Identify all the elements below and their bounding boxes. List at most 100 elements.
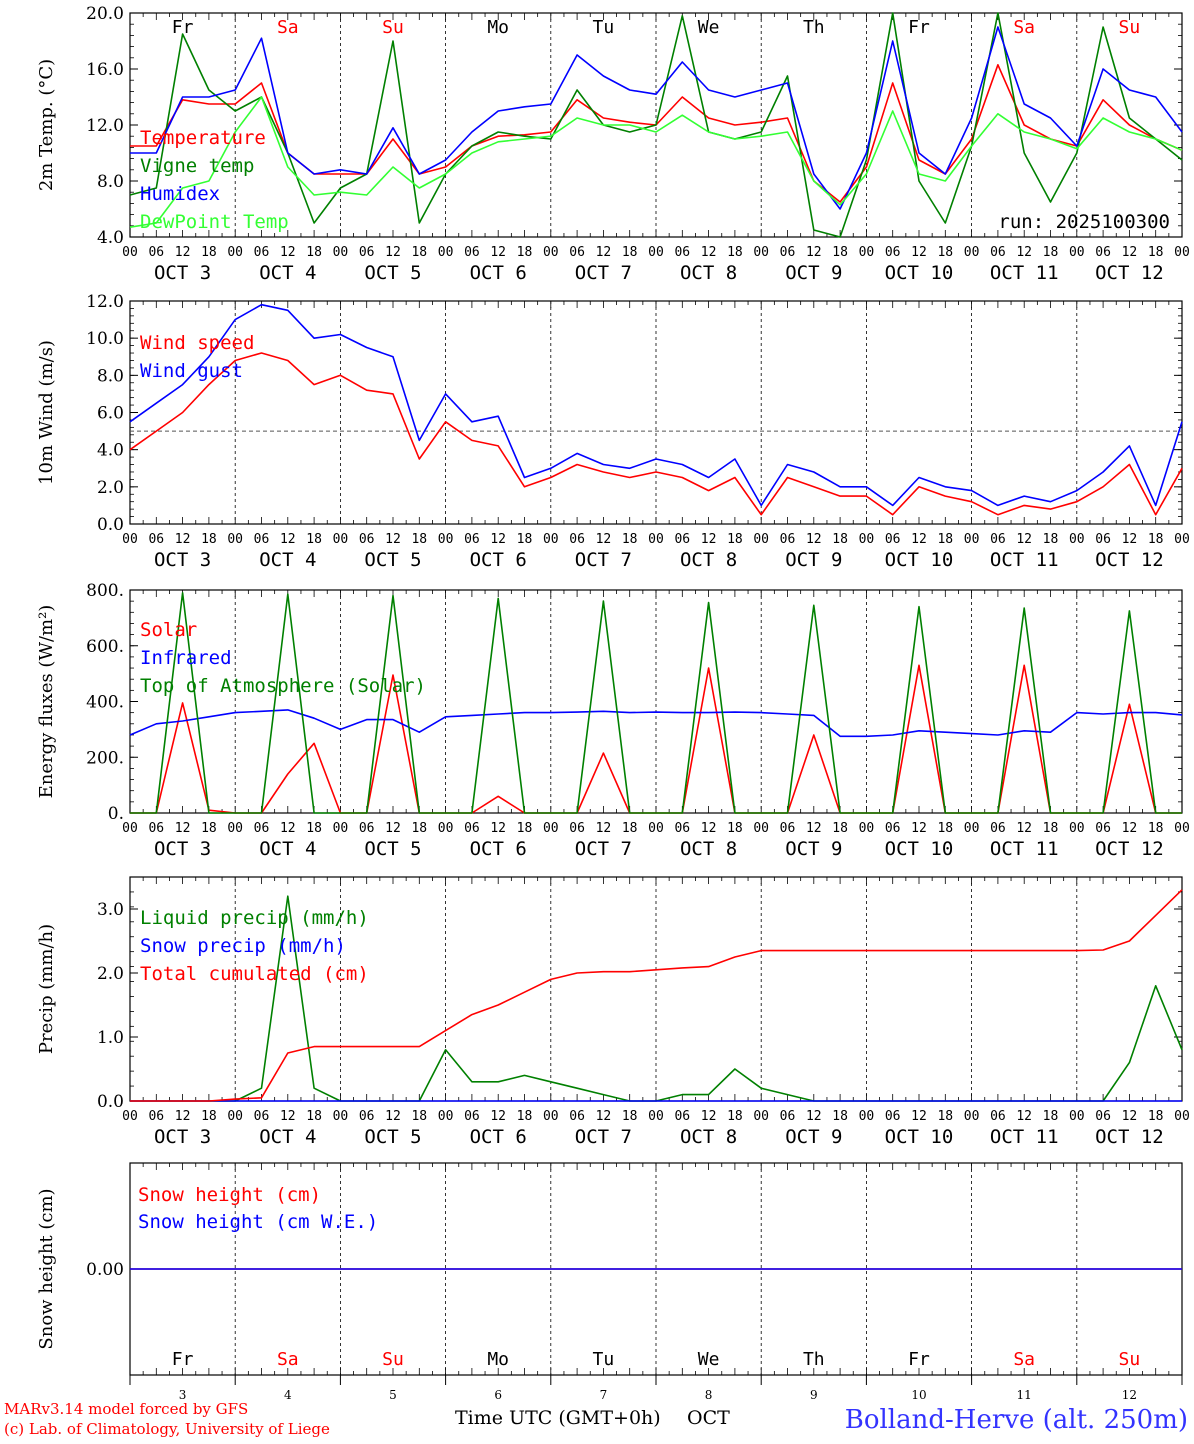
hour-tick-label: 12 bbox=[596, 245, 612, 260]
hour-tick-label: 06 bbox=[359, 245, 375, 260]
hour-tick-label: 00 bbox=[964, 245, 980, 260]
hour-tick-label: 18 bbox=[201, 245, 217, 260]
date-label: OCT 3 bbox=[154, 262, 211, 284]
y-tick-label: 8.0 bbox=[97, 172, 124, 192]
hour-tick-label: 18 bbox=[937, 532, 953, 547]
hour-tick-label: 06 bbox=[464, 532, 480, 547]
legend-entry: Vigne temp bbox=[140, 155, 254, 177]
hour-tick-label: 12 bbox=[175, 245, 191, 260]
hour-tick-label: 00 bbox=[964, 1109, 980, 1124]
hour-tick-label: 12 bbox=[1122, 245, 1138, 260]
hour-tick-label: 06 bbox=[885, 821, 901, 836]
hour-tick-label: 06 bbox=[780, 821, 796, 836]
day-number-bottom: 12 bbox=[1122, 1388, 1137, 1402]
hour-tick-label: 00 bbox=[438, 532, 454, 547]
y-axis-label: Snow height (cm) bbox=[36, 1188, 57, 1349]
hour-tick-label: 00 bbox=[1069, 532, 1085, 547]
date-label: OCT 3 bbox=[154, 838, 211, 860]
y-tick-label: 600. bbox=[86, 637, 124, 657]
hour-tick-label: 00 bbox=[543, 532, 559, 547]
series-top-of-atmosphere-solar bbox=[130, 591, 1182, 814]
hour-tick-label: 12 bbox=[280, 821, 296, 836]
hour-tick-label: 12 bbox=[175, 821, 191, 836]
y-tick-label: 20.0 bbox=[86, 4, 124, 24]
hour-tick-label: 00 bbox=[648, 821, 664, 836]
date-label: OCT 12 bbox=[1095, 262, 1164, 284]
date-label: OCT 7 bbox=[575, 1126, 632, 1148]
hour-tick-label: 00 bbox=[648, 532, 664, 547]
hour-tick-label: 00 bbox=[859, 532, 875, 547]
legend-entry: DewPoint Temp bbox=[140, 211, 289, 233]
day-name-bottom: Sa bbox=[1013, 1349, 1035, 1370]
hour-tick-label: 00 bbox=[122, 245, 138, 260]
legend-entry: Total cumulated (cm) bbox=[140, 963, 369, 985]
day-name-top: Su bbox=[382, 17, 404, 38]
day-name-bottom: Su bbox=[1119, 1349, 1141, 1370]
hour-tick-label: 18 bbox=[411, 532, 427, 547]
day-name-bottom: We bbox=[698, 1349, 720, 1370]
date-label: OCT 11 bbox=[990, 838, 1059, 860]
day-name-bottom: Su bbox=[382, 1349, 404, 1370]
date-label: OCT 12 bbox=[1095, 838, 1164, 860]
hour-tick-label: 00 bbox=[438, 1109, 454, 1124]
hour-tick-label: 00 bbox=[859, 245, 875, 260]
hour-tick-label: 18 bbox=[1043, 532, 1059, 547]
hour-tick-label: 12 bbox=[1016, 1109, 1032, 1124]
date-label: OCT 10 bbox=[885, 838, 954, 860]
date-label: OCT 4 bbox=[259, 262, 316, 284]
hour-tick-label: 00 bbox=[648, 245, 664, 260]
hour-tick-label: 06 bbox=[885, 532, 901, 547]
day-number-bottom: 11 bbox=[1017, 1388, 1032, 1402]
hour-tick-label: 00 bbox=[753, 1109, 769, 1124]
panels: 4.0 8.0 12.0 16.0 20.0 2m Temp. (°C) Temperatu… bbox=[36, 4, 1190, 1402]
y-tick-label: 2.0 bbox=[97, 478, 124, 498]
model-credit: MARv3.14 model forced by GFS bbox=[4, 1400, 248, 1418]
date-label: OCT 4 bbox=[259, 549, 316, 571]
y-tick-label: 8.0 bbox=[97, 366, 124, 386]
day-name-bottom: Th bbox=[803, 1349, 825, 1370]
date-label: OCT 4 bbox=[259, 838, 316, 860]
series-total-cumulated-cm bbox=[130, 889, 1183, 1102]
hour-tick-label: 00 bbox=[227, 1109, 243, 1124]
legend-entry: Temperature bbox=[140, 127, 266, 149]
hour-tick-label: 18 bbox=[1043, 1109, 1059, 1124]
panel-5: 0.00 Snow height (cm) Snow height (cm) Snow… bbox=[36, 1162, 1183, 1402]
hour-tick-label: 18 bbox=[517, 821, 533, 836]
series-wind-speed bbox=[129, 352, 1183, 516]
hour-tick-label: 18 bbox=[306, 532, 322, 547]
hour-tick-label: 12 bbox=[806, 821, 822, 836]
y-axis-label: 2m Temp. (°C) bbox=[36, 59, 57, 191]
date-label: OCT 10 bbox=[885, 1126, 954, 1148]
hour-tick-label: 00 bbox=[438, 821, 454, 836]
hour-tick-label: 12 bbox=[490, 532, 506, 547]
hour-tick-label: 00 bbox=[122, 1109, 138, 1124]
date-label: OCT 3 bbox=[154, 1126, 211, 1148]
hour-tick-label: 18 bbox=[306, 821, 322, 836]
hour-tick-label: 12 bbox=[806, 245, 822, 260]
hour-tick-label: 18 bbox=[1043, 245, 1059, 260]
hour-tick-label: 06 bbox=[148, 245, 164, 260]
hour-tick-label: 18 bbox=[201, 1109, 217, 1124]
date-label: OCT 8 bbox=[680, 1126, 737, 1148]
hour-tick-label: 12 bbox=[701, 821, 717, 836]
y-tick-label: 800. bbox=[86, 581, 124, 601]
legend-entry: Wind speed bbox=[140, 332, 254, 354]
hour-tick-label: 00 bbox=[227, 821, 243, 836]
hour-tick-label: 12 bbox=[1016, 245, 1032, 260]
hour-tick-label: 00 bbox=[543, 1109, 559, 1124]
hour-tick-label: 06 bbox=[1095, 245, 1111, 260]
date-label: OCT 8 bbox=[680, 262, 737, 284]
hour-tick-label: 18 bbox=[622, 532, 638, 547]
day-name-bottom: Fr bbox=[172, 1349, 194, 1370]
panel-4: 0.0 1.0 2.0 3.0 Precip (mm/h) Liquid precip (… bbox=[36, 876, 1190, 1148]
y-axis-label: Precip (mm/h) bbox=[36, 924, 57, 1054]
hour-tick-label: 06 bbox=[674, 1109, 690, 1124]
panel-1: 4.0 8.0 12.0 16.0 20.0 2m Temp. (°C) Temperatu… bbox=[36, 4, 1190, 284]
hour-tick-label: 00 bbox=[438, 245, 454, 260]
date-label: OCT 5 bbox=[364, 549, 421, 571]
day-name-bottom: Mo bbox=[487, 1349, 509, 1370]
hour-tick-label: 06 bbox=[885, 1109, 901, 1124]
series-infrared bbox=[129, 709, 1183, 738]
day-name-top: We bbox=[698, 17, 720, 38]
